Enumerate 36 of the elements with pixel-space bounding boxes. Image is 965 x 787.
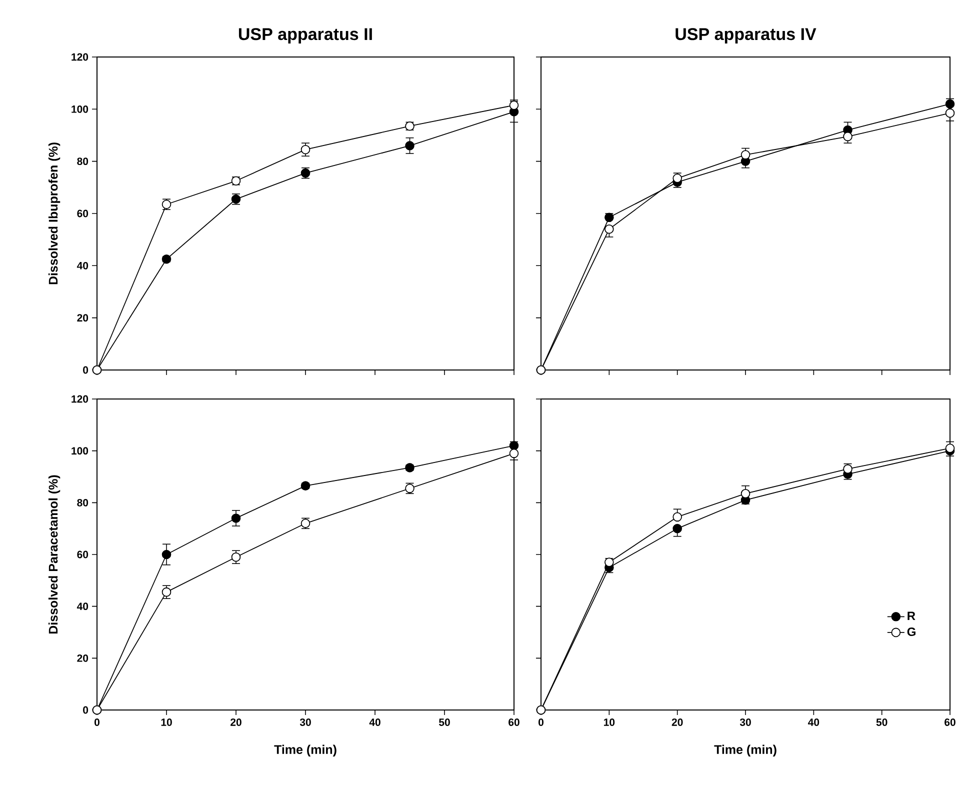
y-tick-label: 60 bbox=[77, 550, 88, 558]
y-tick-label: 20 bbox=[77, 654, 88, 662]
legend-label: G bbox=[907, 628, 916, 636]
y-axis-title: Dissolved Ibuprofen (%) bbox=[48, 142, 60, 284]
x-axis-title: Time (min) bbox=[274, 744, 336, 756]
legend-label: R bbox=[908, 612, 916, 620]
y-tick-label: 80 bbox=[77, 498, 88, 506]
x-tick-label: 60 bbox=[944, 718, 956, 726]
y-tick-label: 100 bbox=[72, 105, 88, 113]
x-tick-label: 40 bbox=[369, 718, 380, 726]
y-tick-label: 120 bbox=[72, 53, 88, 61]
y-tick-label: 0 bbox=[83, 366, 88, 374]
x-tick-label: 50 bbox=[438, 718, 450, 726]
x-tick-label: 60 bbox=[508, 718, 520, 726]
y-tick-label: 100 bbox=[72, 447, 88, 455]
y-axis-title: Dissolved Paracetamol (%) bbox=[48, 475, 60, 634]
x-tick-label: 30 bbox=[300, 718, 311, 726]
x-tick-label: 20 bbox=[672, 718, 683, 726]
chart-title: USP apparatus IV bbox=[676, 28, 816, 44]
x-tick-label: 10 bbox=[161, 718, 172, 726]
y-tick-label: 40 bbox=[76, 262, 88, 270]
x-tick-label: 50 bbox=[876, 718, 888, 726]
x-axis-title: Time (min) bbox=[714, 744, 776, 756]
x-tick-label: 10 bbox=[604, 718, 615, 726]
x-tick-label: 20 bbox=[230, 718, 242, 726]
x-tick-label: 30 bbox=[740, 718, 751, 726]
y-tick-label: 120 bbox=[72, 395, 88, 403]
chart-title: USP apparatus II bbox=[238, 28, 372, 44]
x-tick-label: 0 bbox=[538, 718, 544, 726]
y-tick-label: 80 bbox=[77, 158, 88, 166]
y-tick-label: 0 bbox=[83, 706, 88, 714]
x-tick-label: 0 bbox=[94, 718, 100, 726]
x-tick-label: 40 bbox=[808, 718, 820, 726]
y-tick-label: 60 bbox=[77, 210, 88, 218]
y-tick-label: 40 bbox=[76, 602, 88, 610]
y-tick-label: 20 bbox=[77, 314, 88, 322]
